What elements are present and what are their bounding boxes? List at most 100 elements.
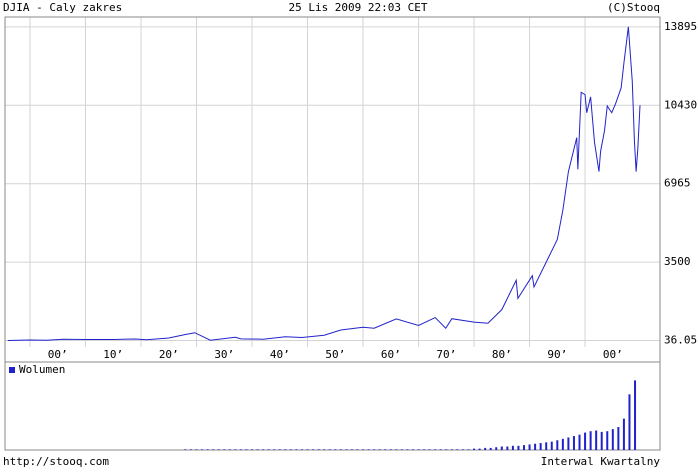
date: 25 Lis 2009 22:03 CET — [288, 1, 427, 14]
legend-label: Wolumen — [19, 363, 65, 376]
volume-bar — [273, 449, 276, 450]
volume-frame — [4, 361, 661, 451]
volume-bar — [239, 449, 242, 450]
y-tick-label: 13895 — [664, 20, 697, 33]
volume-bar — [262, 449, 265, 450]
volume-bar — [534, 443, 537, 450]
volume-bar — [350, 449, 353, 450]
volume-bar — [395, 449, 398, 450]
volume-bar — [278, 449, 281, 450]
volume-bar — [339, 449, 342, 450]
volume-bar — [212, 449, 215, 450]
volume-bar — [634, 380, 637, 450]
volume-bar — [467, 449, 470, 450]
volume-bar — [578, 434, 581, 450]
volume-bar — [550, 441, 553, 450]
volume-bar — [589, 431, 592, 450]
legend-swatch — [9, 367, 15, 373]
volume-bar — [622, 418, 625, 450]
y-tick-label: 6965 — [664, 177, 691, 190]
volume-bar — [611, 429, 614, 450]
volume-bar — [595, 430, 598, 450]
volume-bar — [545, 442, 548, 450]
volume-bar — [289, 449, 292, 450]
volume-bar — [228, 449, 231, 450]
footer-url: http://stooq.com — [3, 455, 109, 468]
x-tick-label: 40’ — [270, 348, 290, 361]
x-tick-label: 30’ — [214, 348, 234, 361]
y-tick-label: 36.05 — [664, 334, 697, 347]
volume-bar — [417, 449, 420, 450]
volume-bar — [400, 449, 403, 450]
volume-bar — [217, 449, 220, 450]
volume-bar — [567, 437, 570, 450]
x-tick-label: 60’ — [381, 348, 401, 361]
volume-bar — [556, 440, 559, 450]
volume-bar — [450, 449, 453, 450]
volume-bar — [406, 449, 409, 450]
volume-bar — [206, 449, 209, 450]
volume-bar — [234, 449, 237, 450]
volume-bar — [445, 449, 448, 450]
volume-bar — [251, 449, 254, 450]
volume-bar — [606, 431, 609, 450]
volume-bar — [489, 447, 492, 450]
volume-bar — [334, 449, 337, 450]
volume-bar — [284, 449, 287, 450]
volume-bar — [428, 449, 431, 450]
price-line — [7, 26, 641, 341]
volume-bar — [434, 449, 437, 450]
volume-bar — [484, 447, 487, 450]
volume-bar — [523, 445, 526, 450]
volume-bar — [373, 449, 376, 450]
x-tick-label: 00’ — [48, 348, 68, 361]
volume-bar — [528, 444, 531, 450]
x-tick-label: 80’ — [492, 348, 512, 361]
volume-bar — [184, 449, 187, 450]
volume-bar — [378, 449, 381, 450]
volume-bar — [517, 445, 520, 450]
x-tick-label: 90’ — [547, 348, 567, 361]
volume-bar — [411, 449, 414, 450]
x-tick-label: 20’ — [159, 348, 179, 361]
volume-bar — [456, 449, 459, 450]
plot-frame — [4, 16, 661, 363]
y-tick-label: 10430 — [664, 98, 697, 111]
chart-title: DJIA - Caly zakres — [3, 1, 122, 14]
volume-bar — [478, 448, 481, 450]
volume-bar — [628, 394, 631, 450]
x-tick-label: 70’ — [436, 348, 456, 361]
volume-bar — [201, 449, 204, 450]
volume-bar — [473, 448, 476, 450]
volume-bar — [500, 446, 503, 450]
volume-bar — [561, 438, 564, 450]
volume-bar — [362, 449, 365, 450]
volume-bar — [367, 449, 370, 450]
volume-bar — [617, 427, 620, 450]
volume-bar — [356, 449, 359, 450]
volume-bar — [306, 449, 309, 450]
footer-interval: Interwal Kwartalny — [541, 455, 661, 468]
volume-bar — [323, 449, 326, 450]
volume-bar — [572, 436, 575, 450]
volume-bar — [539, 443, 542, 450]
volume-bar — [511, 445, 514, 450]
volume-bar — [506, 446, 509, 450]
volume-bar — [584, 432, 587, 450]
volume-bar — [223, 449, 226, 450]
x-tick-label: 10’ — [103, 348, 123, 361]
volume-bar — [317, 449, 320, 450]
volume-bar — [195, 449, 198, 450]
volume-bar — [256, 449, 259, 450]
volume-bar — [439, 449, 442, 450]
volume-bar — [295, 449, 298, 450]
volume-bar — [189, 449, 192, 450]
volume-bar — [328, 449, 331, 450]
y-tick-label: 3500 — [664, 255, 691, 268]
x-tick-label: 50’ — [325, 348, 345, 361]
volume-bar — [267, 449, 270, 450]
volume-bar — [300, 449, 303, 450]
x-tick-label: 00’ — [603, 348, 623, 361]
